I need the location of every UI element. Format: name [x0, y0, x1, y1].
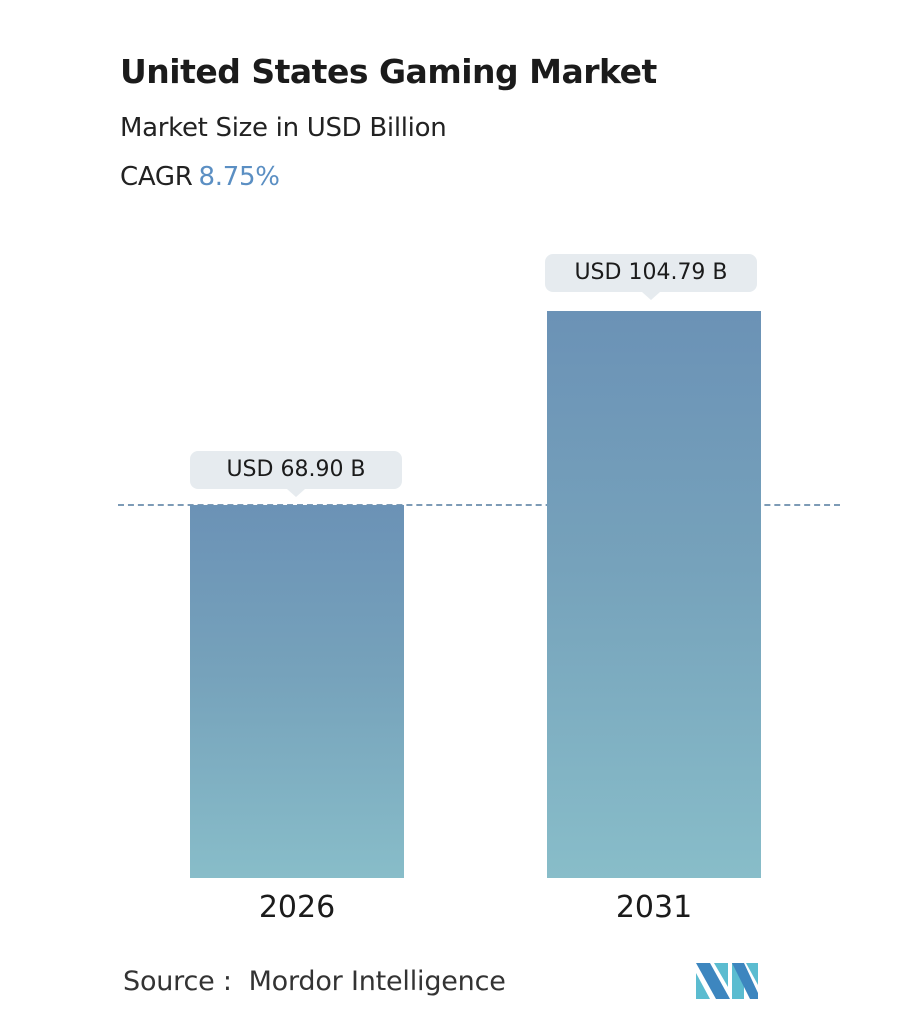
- source-note: Source : Mordor Intelligence: [123, 966, 506, 997]
- chart-subtitle: Market Size in USD Billion: [120, 113, 447, 143]
- bar-value-label-2026: USD 68.90 B: [190, 451, 402, 497]
- mordor-intelligence-logo-icon: [696, 963, 758, 999]
- x-tick-2026: 2026: [258, 890, 336, 925]
- cagr-label: CAGR: [120, 162, 193, 192]
- cagr-value: 8.75%: [198, 162, 280, 192]
- reference-dashed-line: [118, 504, 840, 506]
- cagr-line: CAGR 8.75%: [120, 162, 280, 192]
- x-tick-2031: 2031: [615, 890, 693, 925]
- bar-value-label-2031: USD 104.79 B: [545, 254, 757, 300]
- bar-2031: [547, 311, 761, 878]
- chart-title: United States Gaming Market: [120, 52, 657, 91]
- bar-2026: [190, 505, 404, 878]
